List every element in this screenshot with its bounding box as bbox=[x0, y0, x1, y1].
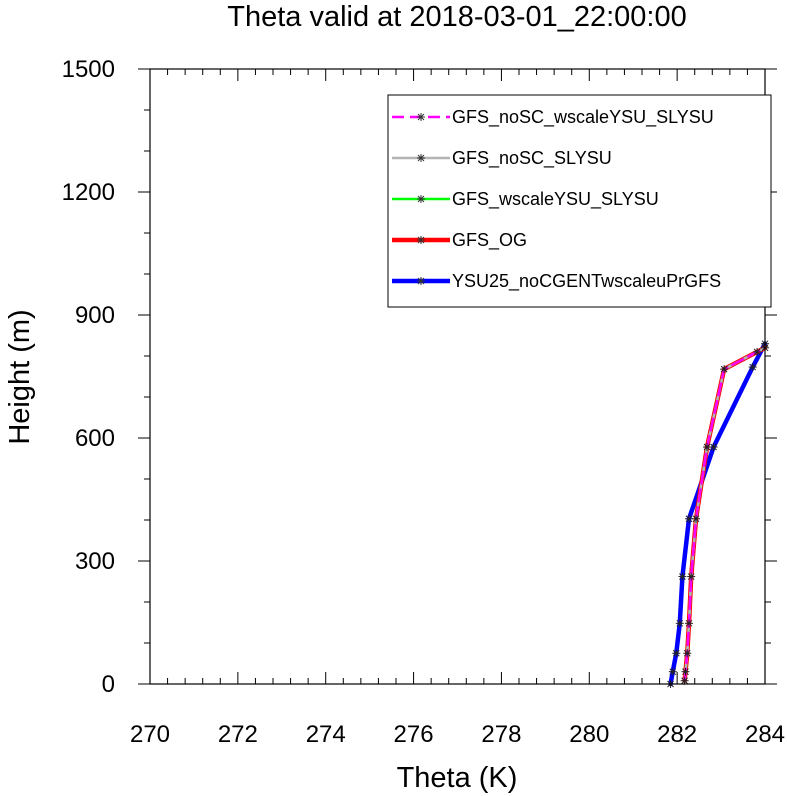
data-point bbox=[748, 363, 757, 372]
x-tick-label: 270 bbox=[130, 721, 170, 748]
y-tick-label: 1200 bbox=[62, 179, 115, 206]
x-tick-label: 276 bbox=[394, 721, 434, 748]
x-tick-label: 274 bbox=[306, 721, 346, 748]
series-line bbox=[683, 346, 767, 682]
legend-label: GFS_noSC_wscaleYSU_SLYSU bbox=[452, 107, 714, 128]
legend-marker bbox=[417, 236, 425, 244]
x-tick-label: 280 bbox=[569, 721, 609, 748]
legend-label: GFS_OG bbox=[452, 230, 527, 251]
data-point bbox=[681, 667, 690, 676]
data-point bbox=[703, 443, 712, 452]
legend-marker bbox=[417, 195, 425, 203]
axis-tick-labels: 270 272 274 276 278 280 282 284 0 300 600 900 1200 15… bbox=[62, 56, 785, 748]
data-point bbox=[678, 572, 687, 581]
data-point bbox=[683, 649, 692, 658]
y-tick-label: 0 bbox=[102, 671, 115, 698]
data-point bbox=[687, 572, 696, 581]
legend: GFS_noSC_wscaleYSU_SLYSU GFS_noSC_SLYSU GF… bbox=[387, 94, 772, 308]
data-point bbox=[692, 514, 701, 523]
chart-title: Theta valid at 2018-03-01_22:00:00 bbox=[227, 1, 687, 33]
y-tick-label: 900 bbox=[75, 302, 115, 329]
legend-label: GFS_wscaleYSU_SLYSU bbox=[452, 189, 659, 210]
legend-marker bbox=[417, 113, 425, 121]
data-point bbox=[720, 365, 729, 374]
plot-frame bbox=[149, 68, 766, 685]
legend-label: GFS_noSC_SLYSU bbox=[452, 148, 612, 169]
x-tick-label: 282 bbox=[657, 721, 697, 748]
data-point bbox=[668, 667, 677, 676]
legend-box bbox=[387, 94, 772, 308]
data-point bbox=[672, 649, 681, 658]
y-tick-label: 600 bbox=[75, 425, 115, 452]
data-point bbox=[685, 514, 694, 523]
y-tick-label: 300 bbox=[75, 548, 115, 575]
data-point bbox=[675, 619, 684, 628]
legend-marker bbox=[417, 154, 425, 162]
x-tick-label: 284 bbox=[745, 721, 785, 748]
x-axis-label: Theta (K) bbox=[397, 762, 518, 794]
data-point bbox=[680, 676, 689, 685]
legend-label: YSU25_noCGENTwscaleuPrGFS bbox=[452, 271, 721, 292]
data-point bbox=[685, 619, 694, 628]
y-tick-label: 1500 bbox=[62, 56, 115, 83]
y-axis-label: Height (m) bbox=[4, 309, 36, 444]
series-layer bbox=[666, 339, 769, 688]
x-tick-label: 278 bbox=[481, 721, 521, 748]
legend-marker bbox=[417, 277, 425, 285]
data-point bbox=[709, 443, 718, 452]
x-tick-label: 272 bbox=[218, 721, 258, 748]
data-point bbox=[753, 347, 762, 356]
